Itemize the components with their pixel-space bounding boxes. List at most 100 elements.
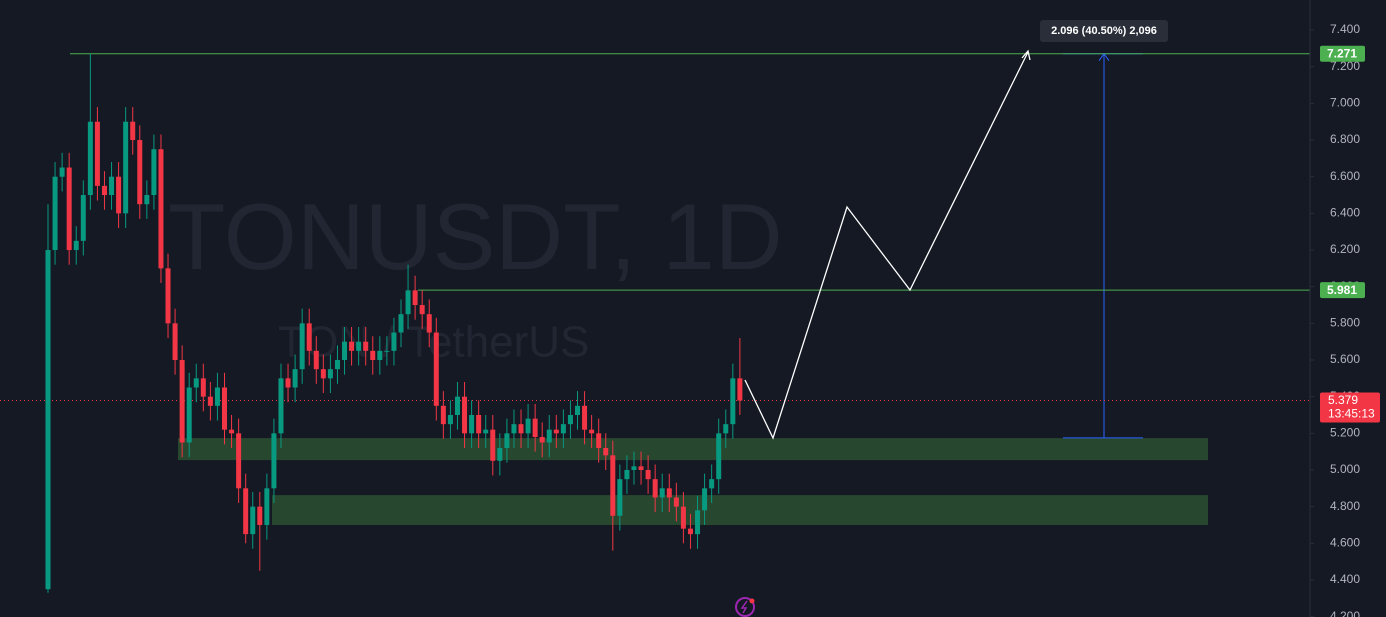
candle-body bbox=[342, 341, 348, 361]
candle-body bbox=[186, 387, 192, 443]
candle-body bbox=[250, 506, 256, 535]
candle-body bbox=[313, 350, 319, 370]
candle-body bbox=[469, 414, 475, 434]
candle-body bbox=[638, 466, 644, 470]
candle-body bbox=[87, 121, 93, 196]
zone bbox=[272, 495, 1208, 525]
candle-body bbox=[589, 429, 595, 434]
candle-body bbox=[123, 121, 129, 214]
candle-body bbox=[320, 369, 326, 379]
candle-body bbox=[490, 429, 496, 461]
candle-body bbox=[737, 378, 743, 401]
candle-body bbox=[716, 433, 722, 480]
y-tick-label: 5.800 bbox=[1330, 316, 1360, 330]
candle-body bbox=[222, 387, 227, 430]
candle-body bbox=[532, 418, 538, 437]
candle-body bbox=[299, 323, 305, 370]
candle-body bbox=[214, 387, 220, 406]
candle-body bbox=[391, 332, 397, 351]
candle-body bbox=[617, 479, 623, 516]
candle-body bbox=[596, 433, 602, 448]
candle-body bbox=[680, 506, 686, 529]
y-tick-label: 7.000 bbox=[1330, 96, 1360, 110]
zone bbox=[178, 438, 1208, 461]
candle-body bbox=[631, 466, 637, 470]
price-line-label: 5.981 bbox=[1327, 283, 1357, 297]
candle-body bbox=[666, 488, 672, 498]
candle-body bbox=[687, 528, 693, 535]
watermark-title: TONUSDT, 1D bbox=[168, 184, 783, 289]
candles bbox=[45, 53, 743, 593]
candle-body bbox=[518, 424, 524, 434]
candle-body bbox=[356, 341, 362, 351]
candle-body bbox=[440, 405, 446, 425]
candle-body bbox=[130, 121, 136, 141]
candle-body bbox=[405, 290, 411, 315]
candle-body bbox=[567, 414, 573, 425]
candle-body bbox=[73, 240, 79, 251]
candle-body bbox=[327, 369, 333, 379]
y-tick-label: 6.600 bbox=[1330, 169, 1360, 183]
measure-label: 2.096 (40.50%) 2,096 bbox=[1051, 25, 1157, 37]
candle-body bbox=[575, 405, 580, 415]
y-tick-label: 5.200 bbox=[1330, 426, 1360, 440]
candle-body bbox=[603, 447, 609, 456]
candle-body bbox=[137, 140, 143, 205]
candle-body bbox=[426, 314, 432, 333]
candle-body bbox=[659, 488, 665, 498]
y-tick-label: 6.800 bbox=[1330, 132, 1360, 146]
candle-body bbox=[349, 341, 355, 351]
candle-body bbox=[419, 305, 425, 315]
candle-body bbox=[483, 429, 489, 434]
candle-body bbox=[165, 268, 171, 324]
y-tick-label: 6.400 bbox=[1330, 206, 1360, 220]
candle-body bbox=[151, 149, 157, 196]
candle-body bbox=[278, 378, 284, 434]
candle-body bbox=[306, 323, 312, 351]
candle-body bbox=[582, 405, 588, 430]
candle-body bbox=[229, 429, 235, 434]
y-tick-label: 4.600 bbox=[1330, 535, 1360, 549]
countdown-label: 13:45:13 bbox=[1328, 407, 1375, 421]
candle-body bbox=[497, 447, 503, 461]
candle-body bbox=[179, 360, 185, 443]
candle-body bbox=[116, 176, 122, 214]
candle-body bbox=[292, 369, 298, 388]
price-line-label-box bbox=[1320, 282, 1365, 299]
y-tick-label: 4.400 bbox=[1330, 572, 1360, 586]
candle-body bbox=[66, 167, 72, 251]
candle-body bbox=[377, 350, 383, 361]
candle-body bbox=[109, 176, 115, 196]
candle-body bbox=[730, 378, 736, 425]
lines: 2.096 (40.50%) 2,096 bbox=[0, 20, 1310, 439]
y-tick-label: 7.400 bbox=[1330, 22, 1360, 36]
last-price-box bbox=[1320, 392, 1380, 423]
candle-body bbox=[673, 497, 679, 507]
watermark-subtitle: TON / TetherUS bbox=[278, 318, 589, 367]
candle-body bbox=[334, 360, 340, 370]
candle-body bbox=[52, 176, 58, 251]
y-tick-label: 6.200 bbox=[1330, 242, 1360, 256]
candle-body bbox=[94, 121, 100, 186]
candle-body bbox=[454, 396, 460, 415]
zones bbox=[178, 438, 1208, 525]
price-line-label: 7.271 bbox=[1327, 46, 1357, 60]
alert-dot bbox=[749, 598, 755, 604]
candle-body bbox=[702, 488, 708, 511]
candle-body bbox=[363, 341, 369, 351]
candle-body bbox=[207, 396, 213, 406]
measure-label-box bbox=[1040, 20, 1168, 42]
candle-body bbox=[59, 167, 65, 177]
y-tick-label: 5.000 bbox=[1330, 462, 1360, 476]
candle-body bbox=[243, 488, 249, 535]
candle-body bbox=[652, 479, 658, 498]
candle-body bbox=[546, 429, 552, 443]
candle-body bbox=[200, 378, 206, 397]
candle-body bbox=[285, 378, 291, 388]
y-tick-label: 4.800 bbox=[1330, 499, 1360, 513]
candle-body bbox=[271, 433, 277, 489]
y-tick-label: 7.200 bbox=[1330, 59, 1360, 73]
alert-icon[interactable] bbox=[735, 597, 755, 617]
candle-body bbox=[553, 429, 559, 434]
